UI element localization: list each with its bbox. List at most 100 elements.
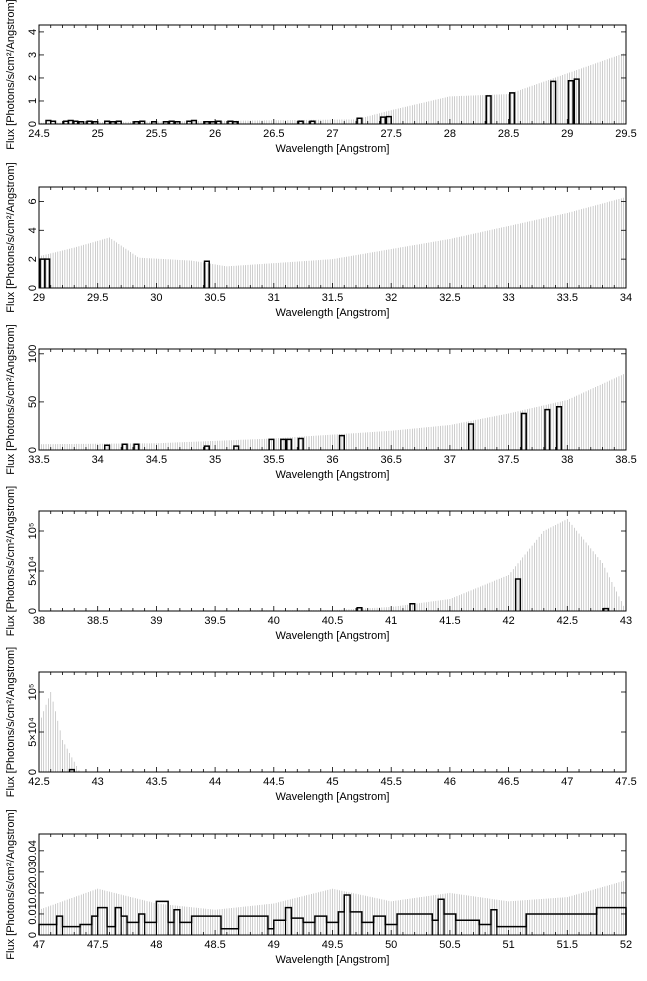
panel-2: 29 29.5 30 30.5 31 31.5 32 32.5 33 33.5 34 Waveleng… (5, 162, 632, 319)
error-bars (38, 519, 625, 611)
panel-1: 24.5 25 25.5 26 26.5 27 27.5 28 28.5 29 29.5 Wavele… (5, 0, 637, 155)
x-tick-label: 44.5 (263, 776, 284, 788)
x-tick-label: 52 (620, 939, 632, 951)
x-tick-label: 27 (326, 128, 338, 140)
x-tick-label: 29 (33, 292, 45, 304)
flux-profile (38, 894, 627, 935)
y-axis: 0 2 4 6 Flux [Photons/s/cm²/Angstrom] (5, 162, 626, 313)
x-tick-label: 49 (268, 939, 280, 951)
x-tick-label: 38 (561, 454, 573, 466)
error-bars (38, 52, 627, 124)
x-tick-label: 42.5 (557, 615, 578, 627)
x-tick-label: 39 (150, 615, 162, 627)
flux-bar (121, 443, 128, 450)
flux-bar (309, 120, 316, 124)
y-tick-label: 0 (27, 608, 39, 614)
flux-bar (514, 578, 522, 611)
error-bars (38, 692, 80, 772)
y-tick-label: 0 (27, 769, 39, 775)
y-tick-label: 0 (27, 285, 39, 291)
x-tick-label: 47.5 (615, 776, 636, 788)
flux-bar (567, 79, 574, 124)
x-tick-label: 35.5 (263, 454, 284, 466)
y-axis-label: Flux [Photons/s/cm²/Angstrom] (5, 0, 17, 150)
x-tick-label: 42 (502, 615, 514, 627)
y-tick-label: 1 (27, 98, 39, 104)
y-tick-label: 4 (27, 29, 39, 35)
x-tick-label: 37.5 (498, 454, 519, 466)
x-tick-label: 32.5 (439, 292, 460, 304)
flux-bar (72, 120, 79, 124)
x-tick-label: 47 (561, 776, 573, 788)
flux-bar (203, 445, 210, 450)
x-axis-label: Wavelength [Angstrom] (276, 630, 390, 642)
x-tick-label: 34.5 (146, 454, 167, 466)
y-tick-label: 100 (27, 345, 39, 363)
x-tick-label: 39.5 (204, 615, 225, 627)
flux-bar (78, 120, 85, 124)
flux-bar (44, 258, 51, 288)
y-tick-label: 0.02 (27, 882, 39, 903)
flux-bar (356, 607, 363, 611)
x-tick-label: 37 (444, 454, 456, 466)
x-tick-label: 38.5 (87, 615, 108, 627)
y-axis-label: Flux [Photons/s/cm²/Angstrom] (5, 647, 17, 797)
flux-bar (203, 120, 210, 124)
flux-bar (550, 80, 557, 124)
y-tick-label: 2 (27, 256, 39, 262)
x-tick-label: 49.5 (322, 939, 343, 951)
error-bars (38, 374, 625, 450)
flux-bar (215, 120, 222, 124)
y-tick-label: 4 (27, 227, 39, 233)
x-tick-label: 34 (620, 292, 632, 304)
plot-frame (38, 671, 627, 773)
x-tick-label: 36.5 (380, 454, 401, 466)
x-axis-label: Wavelength [Angstrom] (276, 954, 390, 966)
flux-bar (379, 116, 387, 124)
x-tick-label: 40 (268, 615, 280, 627)
y-axis: 0 5×10⁴ 10⁵ Flux [Photons/s/cm²/Angstrom] (5, 647, 626, 797)
x-tick-label: 47 (33, 939, 45, 951)
y-tick-label: 0 (27, 932, 39, 938)
x-tick-label: 33.5 (28, 454, 49, 466)
flux-bar (168, 120, 175, 124)
x-tick-label: 34 (92, 454, 104, 466)
y-tick-label: 5×10⁴ (27, 556, 39, 586)
y-tick-label: 0.03 (27, 861, 39, 882)
y-tick-label: 10⁵ (27, 523, 39, 540)
x-axis: 47 47.5 48 48.5 49 49.5 50 50.5 51 51.5 52 Waveleng… (33, 834, 632, 966)
y-axis: 0 5×10⁴ 10⁵ Flux [Photons/s/cm²/Angstrom] (5, 486, 626, 636)
panel-6: 47 47.5 48 48.5 49 49.5 50 50.5 51 51.5 52 Waveleng… (5, 809, 632, 966)
flux-bar (297, 120, 304, 124)
x-tick-label: 25.5 (146, 128, 167, 140)
x-tick-label: 47.5 (87, 939, 108, 951)
x-tick-label: 46 (444, 776, 456, 788)
x-tick-label: 30.5 (204, 292, 225, 304)
y-tick-label: 6 (27, 198, 39, 204)
panel-5: 42.5 43 43.5 44 44.5 45 45.5 46 46.5 47 47.5 Wavele… (5, 647, 637, 803)
flux-bar (133, 443, 140, 450)
flux-bar (573, 78, 580, 124)
x-tick-label: 45.5 (380, 776, 401, 788)
x-tick-label: 24.5 (28, 128, 49, 140)
data-bars (39, 258, 210, 288)
y-tick-label: 50 (27, 396, 39, 408)
flux-bar (356, 117, 363, 124)
y-axis: 0 0.010.020.030.04 Flux [Photons/s/cm²/Ang… (5, 809, 626, 960)
flux-bar (231, 120, 239, 124)
panel-4: 38 38.5 39 39.5 40 40.5 41 41.5 42 42.5 43 Waveleng… (5, 486, 632, 642)
flux-bar (409, 603, 416, 611)
flux-bar (133, 120, 140, 124)
x-tick-label: 38 (33, 615, 45, 627)
x-tick-label: 27.5 (380, 128, 401, 140)
flux-bar (467, 423, 475, 450)
flux-bar (109, 120, 117, 124)
flux-bar (555, 405, 563, 450)
y-axis-label: Flux [Photons/s/cm²/Angstrom] (5, 162, 17, 312)
x-tick-label: 31.5 (322, 292, 343, 304)
x-tick-label: 35 (209, 454, 221, 466)
x-tick-label: 29.5 (615, 128, 636, 140)
x-tick-label: 48 (150, 939, 162, 951)
error-bars (38, 880, 625, 935)
y-tick-label: 10⁵ (27, 684, 39, 701)
